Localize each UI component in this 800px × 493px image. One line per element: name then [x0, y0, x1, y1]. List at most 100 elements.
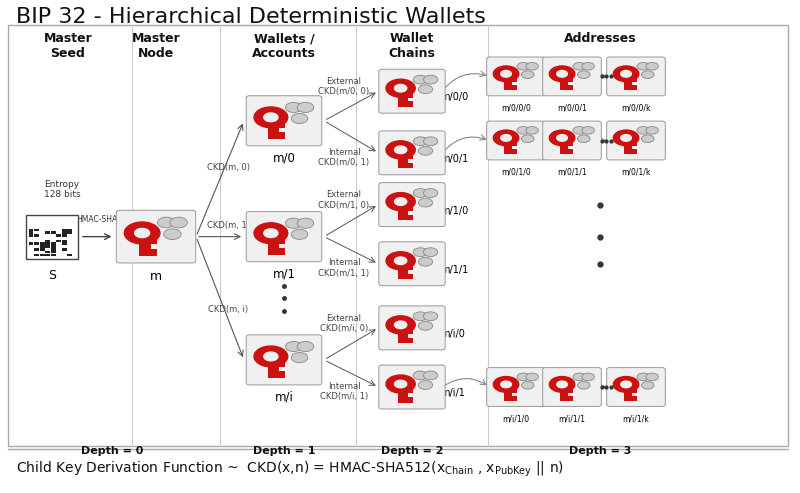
- Bar: [139, 240, 158, 256]
- Bar: [51, 251, 55, 253]
- Bar: [513, 146, 517, 149]
- Bar: [569, 396, 573, 401]
- Circle shape: [578, 382, 590, 389]
- FancyBboxPatch shape: [379, 131, 445, 175]
- Bar: [29, 234, 34, 237]
- Circle shape: [414, 248, 427, 256]
- Bar: [279, 367, 285, 371]
- Circle shape: [573, 373, 586, 381]
- Text: Master
Node: Master Node: [132, 32, 180, 60]
- Text: m/0/1: m/0/1: [440, 154, 468, 164]
- FancyBboxPatch shape: [486, 57, 546, 96]
- Text: Depth = 3: Depth = 3: [569, 446, 631, 456]
- Bar: [560, 389, 573, 401]
- Bar: [279, 244, 285, 248]
- Bar: [34, 234, 39, 237]
- Bar: [633, 149, 637, 154]
- Circle shape: [291, 113, 308, 124]
- Bar: [29, 231, 34, 234]
- Bar: [569, 146, 573, 149]
- Circle shape: [642, 135, 654, 142]
- Bar: [279, 128, 285, 132]
- Circle shape: [646, 127, 658, 134]
- Circle shape: [423, 371, 438, 380]
- Bar: [40, 243, 45, 245]
- Circle shape: [582, 63, 594, 70]
- Circle shape: [386, 141, 415, 159]
- Bar: [34, 248, 39, 250]
- Bar: [67, 253, 72, 256]
- Circle shape: [582, 127, 594, 134]
- Circle shape: [550, 66, 575, 82]
- Bar: [513, 82, 517, 85]
- Circle shape: [264, 113, 278, 122]
- Text: m/i: m/i: [274, 390, 294, 403]
- Text: m/0: m/0: [273, 151, 295, 164]
- Bar: [624, 143, 637, 154]
- Circle shape: [501, 381, 511, 387]
- Text: m: m: [150, 270, 162, 283]
- Bar: [46, 251, 50, 253]
- FancyBboxPatch shape: [606, 368, 666, 406]
- Bar: [67, 228, 72, 231]
- Bar: [46, 253, 50, 256]
- Circle shape: [286, 218, 302, 228]
- FancyBboxPatch shape: [542, 57, 602, 96]
- Circle shape: [642, 71, 654, 78]
- Circle shape: [494, 66, 519, 82]
- Circle shape: [578, 71, 590, 78]
- Bar: [624, 79, 637, 90]
- Bar: [62, 231, 66, 234]
- Circle shape: [423, 189, 438, 197]
- Circle shape: [386, 193, 415, 211]
- Text: Internal
CKD(m/i, 1): Internal CKD(m/i, 1): [320, 382, 368, 401]
- Bar: [513, 149, 517, 154]
- Circle shape: [494, 377, 519, 392]
- Circle shape: [423, 312, 438, 320]
- Bar: [513, 392, 517, 396]
- FancyBboxPatch shape: [379, 69, 445, 113]
- Bar: [46, 231, 50, 234]
- Circle shape: [614, 66, 639, 82]
- Bar: [633, 82, 637, 85]
- Circle shape: [414, 371, 427, 380]
- Text: External
CKD(m/1, 0): External CKD(m/1, 0): [318, 190, 370, 210]
- Circle shape: [386, 79, 415, 97]
- Text: m/i/0: m/i/0: [440, 329, 465, 339]
- Text: CKD(m, i): CKD(m, i): [208, 305, 248, 314]
- Bar: [279, 132, 285, 139]
- Bar: [398, 330, 413, 344]
- Circle shape: [414, 137, 427, 145]
- FancyBboxPatch shape: [486, 368, 546, 406]
- Text: Wallet
Chains: Wallet Chains: [389, 32, 435, 60]
- FancyBboxPatch shape: [606, 121, 666, 160]
- Circle shape: [386, 252, 415, 270]
- Bar: [633, 396, 637, 401]
- Bar: [398, 266, 413, 280]
- Circle shape: [286, 342, 302, 352]
- Circle shape: [646, 63, 658, 70]
- Circle shape: [621, 135, 631, 141]
- Text: Depth = 2: Depth = 2: [381, 446, 443, 456]
- Circle shape: [297, 218, 314, 228]
- FancyBboxPatch shape: [246, 211, 322, 262]
- Bar: [408, 338, 413, 344]
- Circle shape: [158, 217, 175, 228]
- Circle shape: [637, 373, 650, 381]
- Bar: [34, 243, 39, 245]
- Circle shape: [414, 75, 427, 84]
- FancyBboxPatch shape: [606, 57, 666, 96]
- Text: m/0/0/0: m/0/0/0: [501, 104, 531, 112]
- Bar: [268, 124, 285, 139]
- Bar: [51, 248, 55, 250]
- Text: External
CKD(m/0, 0): External CKD(m/0, 0): [318, 77, 370, 97]
- Bar: [633, 85, 637, 90]
- Bar: [40, 248, 45, 250]
- Circle shape: [414, 189, 427, 197]
- Bar: [408, 211, 413, 214]
- Circle shape: [517, 373, 530, 381]
- Text: m/i/1/k: m/i/1/k: [622, 414, 650, 423]
- Circle shape: [526, 63, 538, 70]
- Circle shape: [394, 84, 406, 92]
- Circle shape: [582, 373, 594, 381]
